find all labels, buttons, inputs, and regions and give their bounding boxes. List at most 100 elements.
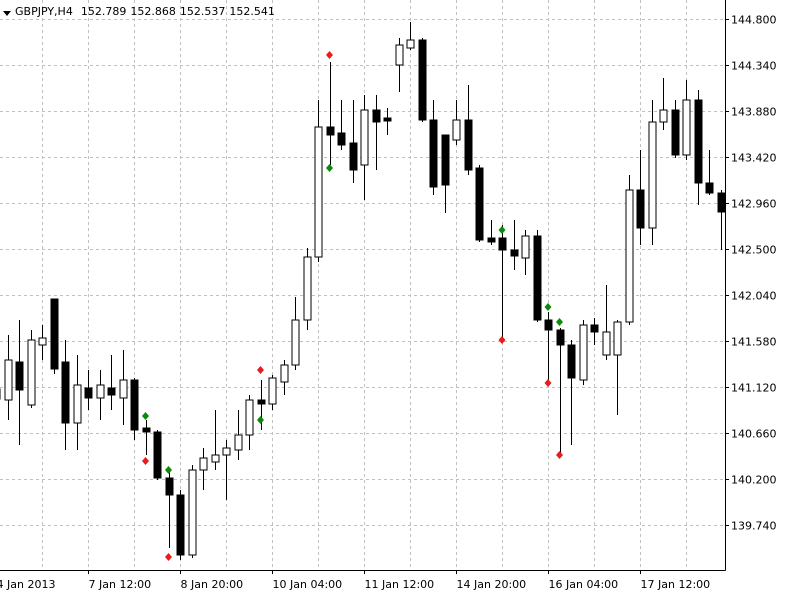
candle-body [429,119,438,188]
candle-body [107,387,116,396]
header-value: 152.789 [81,5,127,18]
candle-body [222,447,231,456]
header-value: 152.537 [180,5,226,18]
y-tick-label: 142.040 [731,290,777,303]
header-triangle [3,11,11,16]
candle-body [659,109,668,123]
y-tick-label: 140.660 [731,428,777,441]
signal-marker [142,412,149,420]
candle-body [533,235,542,321]
header-value: 152.868 [130,5,176,18]
candle-body [291,319,300,366]
signal-marker [326,51,333,59]
candle-body [337,132,346,146]
x-tick-label: 16 Jan 04:00 [549,578,619,591]
y-tick-label: 141.580 [731,336,777,349]
y-tick-label: 143.880 [731,106,777,119]
candle-body [349,142,358,171]
candle-body [211,454,220,463]
signal-marker [498,336,506,344]
candle-body [268,377,277,405]
y-tick-label: 140.200 [731,474,777,487]
candle-body [38,337,47,346]
candle-body [418,39,427,121]
x-tick-label: 7 Jan 12:00 [89,578,152,591]
candle-body [567,344,576,379]
symbol: GBPJPY,H4 [15,5,73,18]
candle-body [4,359,13,401]
candle-body [383,117,392,122]
y-tick-label: 144.800 [731,14,777,27]
candle-body [142,427,151,433]
candle-body [73,384,82,424]
signal-marker [165,553,172,561]
candle-body [326,126,335,136]
candle-body [694,99,703,184]
y-tick-label: 142.500 [731,244,777,257]
candle-body [475,167,484,241]
signal-marker [257,416,264,424]
header: GBPJPY,H4 152.789 152.868 152.537 152.541 [15,5,275,18]
candle-body [165,477,174,496]
candle-body [119,379,128,399]
candle-body [406,39,415,49]
signal-marker [556,451,563,459]
plot-area [0,0,726,570]
header-value: 152.541 [229,5,275,18]
y-tick-label: 144.340 [731,60,777,73]
candle-body [153,431,162,479]
signal-marker [556,318,563,326]
candle-body [360,109,369,166]
candle-body [15,361,24,391]
candle-body [510,249,519,257]
candle-body [234,434,243,451]
y-tick-label: 143.420 [731,152,777,165]
candle-body [84,387,93,399]
candle-body [61,361,70,424]
candle-body [590,324,599,333]
candle-body [452,119,461,141]
candle-body [27,339,36,406]
candle-body [303,256,312,321]
candle-body [705,182,714,194]
signal-marker [544,303,552,311]
signal-marker [257,366,264,374]
x-tick-label: 17 Jan 12:00 [641,578,711,591]
signal-marker [165,466,172,474]
candle-body [280,364,289,383]
y-tick-label: 141.120 [731,382,777,395]
x-tick-label: 4 Jan 2013 [0,578,55,591]
candle-body [717,192,726,213]
candle-body [441,134,450,186]
candle-body [487,237,496,243]
signal-marker [326,164,333,172]
candle-body [556,329,565,346]
candle-body [498,237,507,251]
signal-marker [142,457,149,465]
candle-body [636,189,645,229]
candle-body [257,399,266,405]
candle-body [372,109,381,123]
candle-body [579,324,588,381]
candle-body [613,321,622,356]
signal-marker [544,379,552,387]
candle-body [602,331,611,356]
candle-body [188,469,197,556]
candle-body [671,109,680,156]
y-tick-label: 139.740 [731,520,777,533]
candle-body [648,121,657,229]
y-tick-label: 142.960 [731,198,777,211]
candle-body [245,399,254,436]
signal-marker [498,226,506,234]
candle-body [130,379,139,431]
candle-body [199,457,208,471]
x-tick-label: 8 Jan 20:00 [181,578,244,591]
candle-body [625,189,634,323]
candle-body [521,235,530,259]
x-tick-label: 10 Jan 04:00 [273,578,343,591]
candle-body [50,298,59,370]
candle-body [464,119,473,171]
